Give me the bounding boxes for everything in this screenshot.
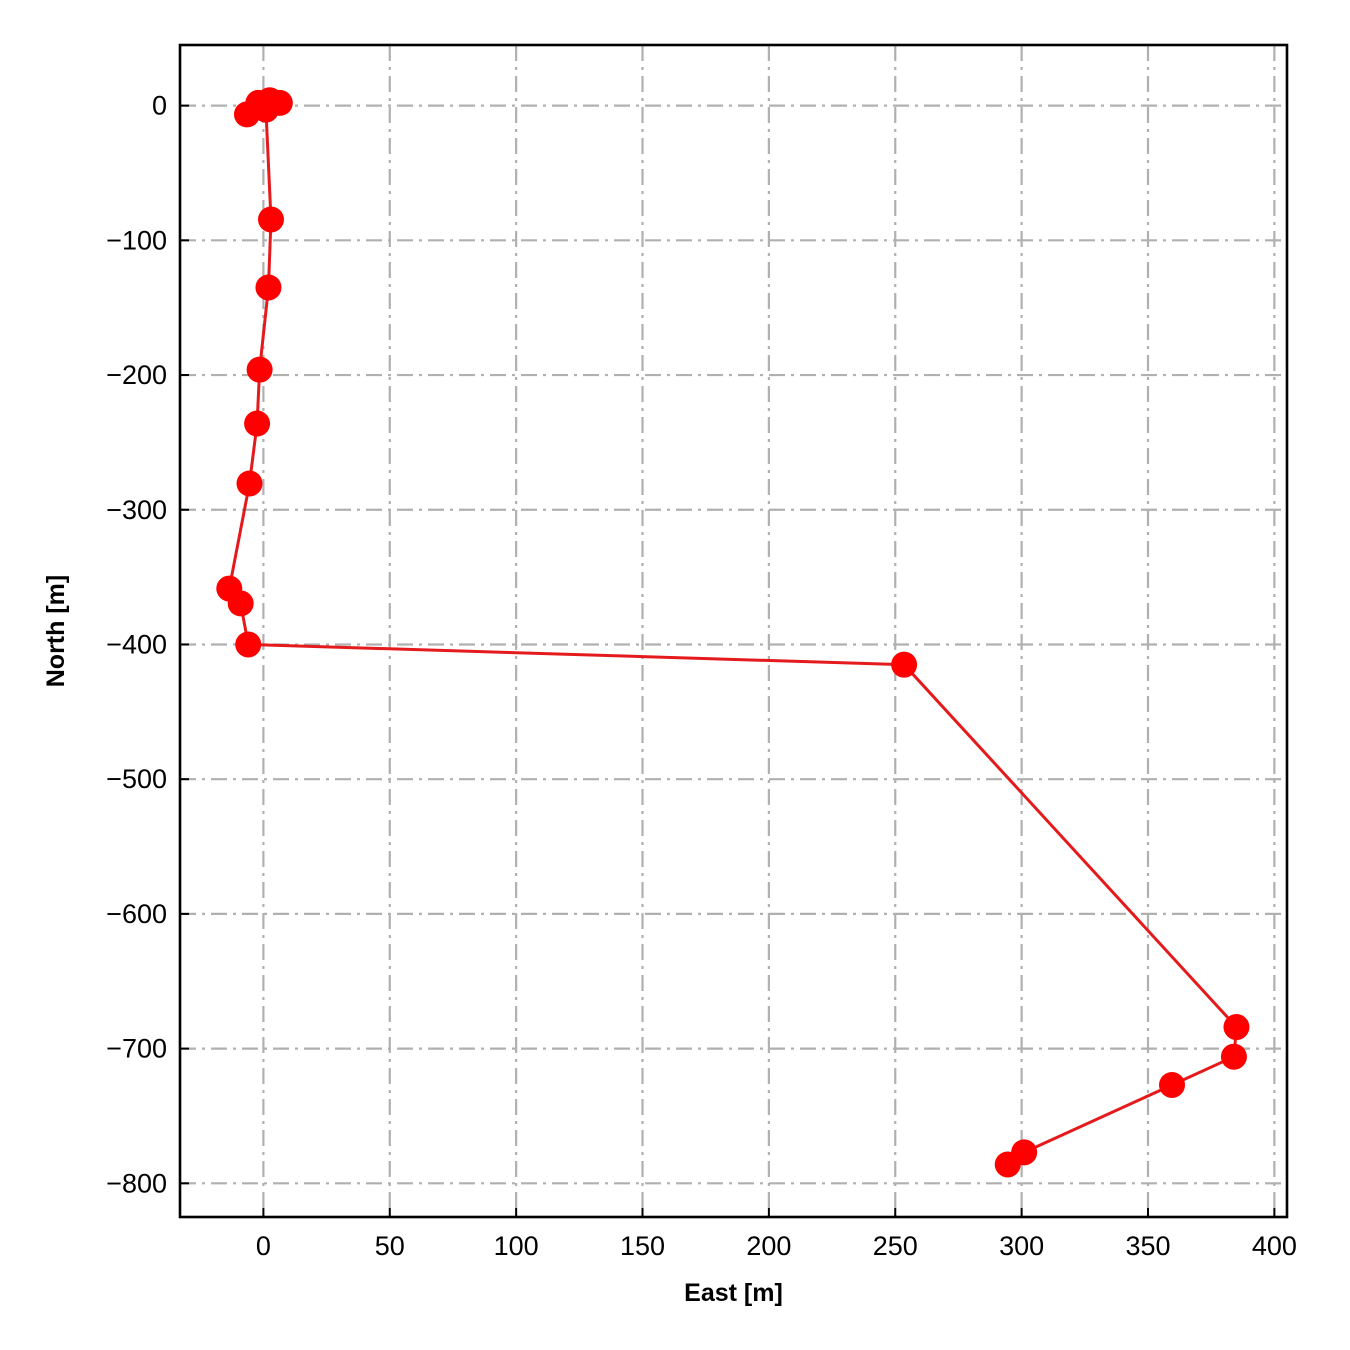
y-tick-label: 0 xyxy=(152,91,167,121)
x-tick-label: 50 xyxy=(375,1231,405,1261)
x-tick-label: 250 xyxy=(873,1231,918,1261)
data-point xyxy=(252,96,279,123)
data-point xyxy=(891,651,918,678)
grid xyxy=(180,45,1287,1217)
data-point xyxy=(246,356,273,383)
x-tick-label: 100 xyxy=(494,1231,539,1261)
data-point xyxy=(1159,1071,1186,1098)
plot-frame xyxy=(178,43,1289,1219)
data-point xyxy=(1220,1043,1247,1070)
y-axis-label: North [m] xyxy=(42,575,70,687)
x-axis-label: East [m] xyxy=(684,1279,783,1307)
x-tick-label: 400 xyxy=(1252,1231,1297,1261)
y-tick-label: −300 xyxy=(106,495,167,525)
ticks: 0 50 100 150 200 250 300 350 400 0 −100 −200 −300 −40… xyxy=(106,91,1297,1261)
y-tick-label: −400 xyxy=(106,629,167,659)
series-layer xyxy=(216,87,1250,1178)
y-tick-label: −100 xyxy=(106,225,167,255)
x-tick-label: 200 xyxy=(746,1231,791,1261)
data-point xyxy=(994,1151,1021,1178)
data-point xyxy=(236,470,263,497)
data-point xyxy=(244,410,271,437)
data-point xyxy=(255,274,282,301)
x-tick-label: 0 xyxy=(256,1231,271,1261)
data-point xyxy=(235,631,262,658)
data-point xyxy=(1223,1014,1250,1041)
x-tick-label: 300 xyxy=(999,1231,1044,1261)
data-point xyxy=(227,590,254,617)
x-tick-label: 350 xyxy=(1125,1231,1170,1261)
x-tick-label: 150 xyxy=(620,1231,665,1261)
y-tick-label: −200 xyxy=(106,360,167,390)
y-tick-label: −700 xyxy=(106,1034,167,1064)
y-tick-label: −800 xyxy=(106,1168,167,1198)
data-point xyxy=(257,206,284,233)
y-tick-label: −500 xyxy=(106,764,167,794)
y-tick-label: −600 xyxy=(106,899,167,929)
